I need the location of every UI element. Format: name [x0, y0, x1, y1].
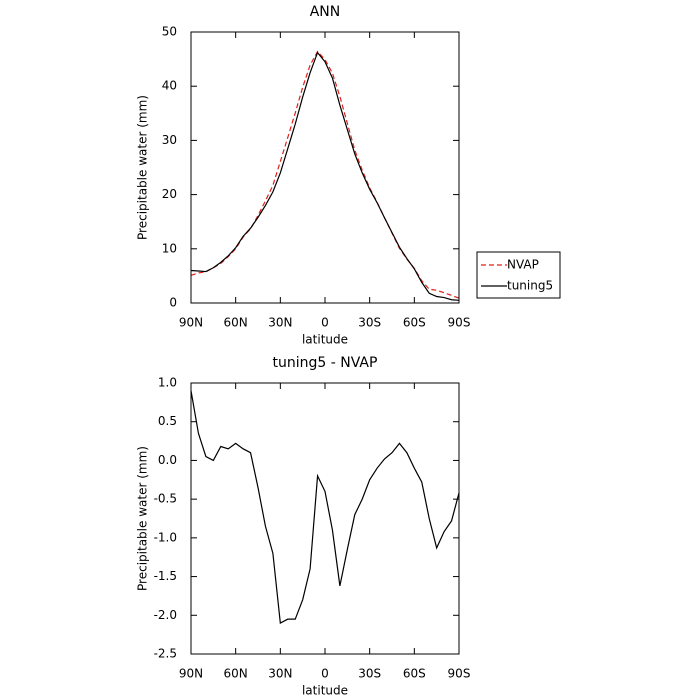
y-tick-label: 50: [162, 25, 177, 39]
data-line: [190, 51, 460, 301]
y-axis-label: Precipitable water (mm): [136, 95, 150, 240]
x-tick-label: 60S: [403, 316, 426, 330]
x-tick-label: 90S: [448, 667, 471, 681]
x-axis-label: latitude: [302, 684, 348, 698]
y-tick-label: 1.0: [158, 376, 177, 390]
x-tick-label: 0: [321, 316, 329, 330]
x-tick-label: 0: [321, 667, 329, 681]
plot-frame: [190, 382, 460, 655]
y-axis-label: Precipitable water (mm): [136, 446, 150, 591]
x-tick-label: 90N: [179, 667, 203, 681]
legend-box: [476, 251, 561, 299]
plot-frame: [190, 31, 460, 304]
y-tick-label: -2.5: [154, 647, 177, 661]
y-tick-label: 20: [162, 187, 177, 201]
y-tick-label: 0: [169, 296, 177, 310]
y-tick-label: 30: [162, 133, 177, 147]
x-tick-label: 30N: [268, 667, 292, 681]
x-tick-label: 30N: [268, 316, 292, 330]
y-tick-label: 0.0: [158, 453, 177, 467]
x-tick-label: 90N: [179, 316, 203, 330]
chart-title: tuning5 - NVAP: [273, 355, 378, 371]
y-tick-label: -1.0: [154, 530, 177, 544]
y-tick-label: -0.5: [154, 492, 177, 506]
legend: NVAP tuning5: [476, 251, 561, 299]
y-tick-label: -2.0: [154, 608, 177, 622]
y-tick-label: 10: [162, 241, 177, 255]
x-tick-label: 30S: [358, 667, 381, 681]
data-line: [190, 50, 460, 299]
legend-label: tuning5: [507, 279, 553, 293]
legend-label: NVAP: [507, 258, 539, 272]
x-tick-label: 60N: [224, 316, 248, 330]
y-tick-label: -1.5: [154, 569, 177, 583]
x-tick-label: 60N: [224, 667, 248, 681]
x-tick-label: 30S: [358, 316, 381, 330]
chart-title: ANN: [310, 4, 341, 20]
x-tick-label: 90S: [448, 316, 471, 330]
x-axis-label: latitude: [302, 333, 348, 347]
y-tick-label: 0.5: [158, 414, 177, 428]
x-tick-label: 60S: [403, 667, 426, 681]
y-tick-label: 40: [162, 79, 177, 93]
data-line: [190, 390, 460, 624]
